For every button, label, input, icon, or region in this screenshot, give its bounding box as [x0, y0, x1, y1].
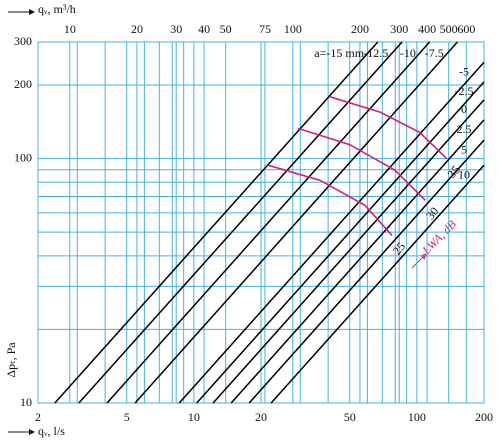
x2-tick-label: 20: [131, 22, 143, 36]
y-tick-label: 300: [14, 34, 32, 48]
level-curve: [297, 127, 426, 201]
level-curve: [329, 96, 448, 160]
line-label: 0: [461, 102, 467, 116]
line-label: 10: [458, 167, 470, 181]
line-label: 5: [461, 142, 467, 156]
x-axis-label: qᵥ, l/s: [38, 424, 65, 438]
line-label: -7.5: [425, 46, 444, 60]
line-label: -2.5: [455, 84, 474, 98]
level-label: 30: [423, 204, 441, 222]
series-line: [248, 139, 485, 404]
x2-tick-label: 500: [440, 22, 458, 36]
series-line: [178, 61, 485, 404]
series-line: [270, 164, 485, 404]
x-tick-label: 100: [408, 410, 426, 424]
x-tick-label: 2: [35, 410, 41, 424]
series-line: [212, 99, 485, 404]
series-line: [230, 119, 485, 404]
x2-axis-label: qᵥ, m³/h: [38, 2, 76, 16]
x-tick-label: 5: [124, 410, 130, 424]
series-line: [106, 41, 431, 404]
x-tick-label: 200: [475, 410, 493, 424]
x-tick-label: 20: [255, 410, 267, 424]
level-label: LWA, dB: [419, 217, 460, 258]
x2-tick-label: 40: [198, 22, 210, 36]
x2-tick-label: 400: [418, 22, 436, 36]
y-axis-label: Δpₜ, Pa: [4, 342, 18, 378]
x2-tick-label: 75: [259, 22, 271, 36]
line-label: -5: [459, 64, 469, 78]
series-line: [196, 81, 485, 404]
x2-tick-label: 600: [457, 22, 475, 36]
y-tick-label: 200: [14, 77, 32, 91]
line-label: 2.5: [457, 122, 472, 136]
series-line: [78, 41, 403, 404]
line-label: -10: [400, 46, 416, 60]
x-tick-label: 10: [188, 410, 200, 424]
y-tick-label: 10: [20, 395, 32, 409]
x2-tick-label: 10: [64, 22, 76, 36]
x2-tick-label: 100: [284, 22, 302, 36]
series-line: [134, 41, 458, 404]
y-tick-label: 100: [14, 150, 32, 164]
level-curve: [267, 164, 393, 236]
line-label: -12.5: [363, 46, 388, 60]
plot-frame: [37, 41, 485, 404]
series-line: [54, 41, 379, 404]
x2-tick-label: 200: [351, 22, 369, 36]
line-label: a=-15 mm: [314, 46, 364, 60]
x2-tick-label: 50: [220, 22, 232, 36]
x-tick-label: 50: [344, 410, 356, 424]
x2-tick-label: 30: [170, 22, 182, 36]
x2-tick-label: 300: [390, 22, 408, 36]
